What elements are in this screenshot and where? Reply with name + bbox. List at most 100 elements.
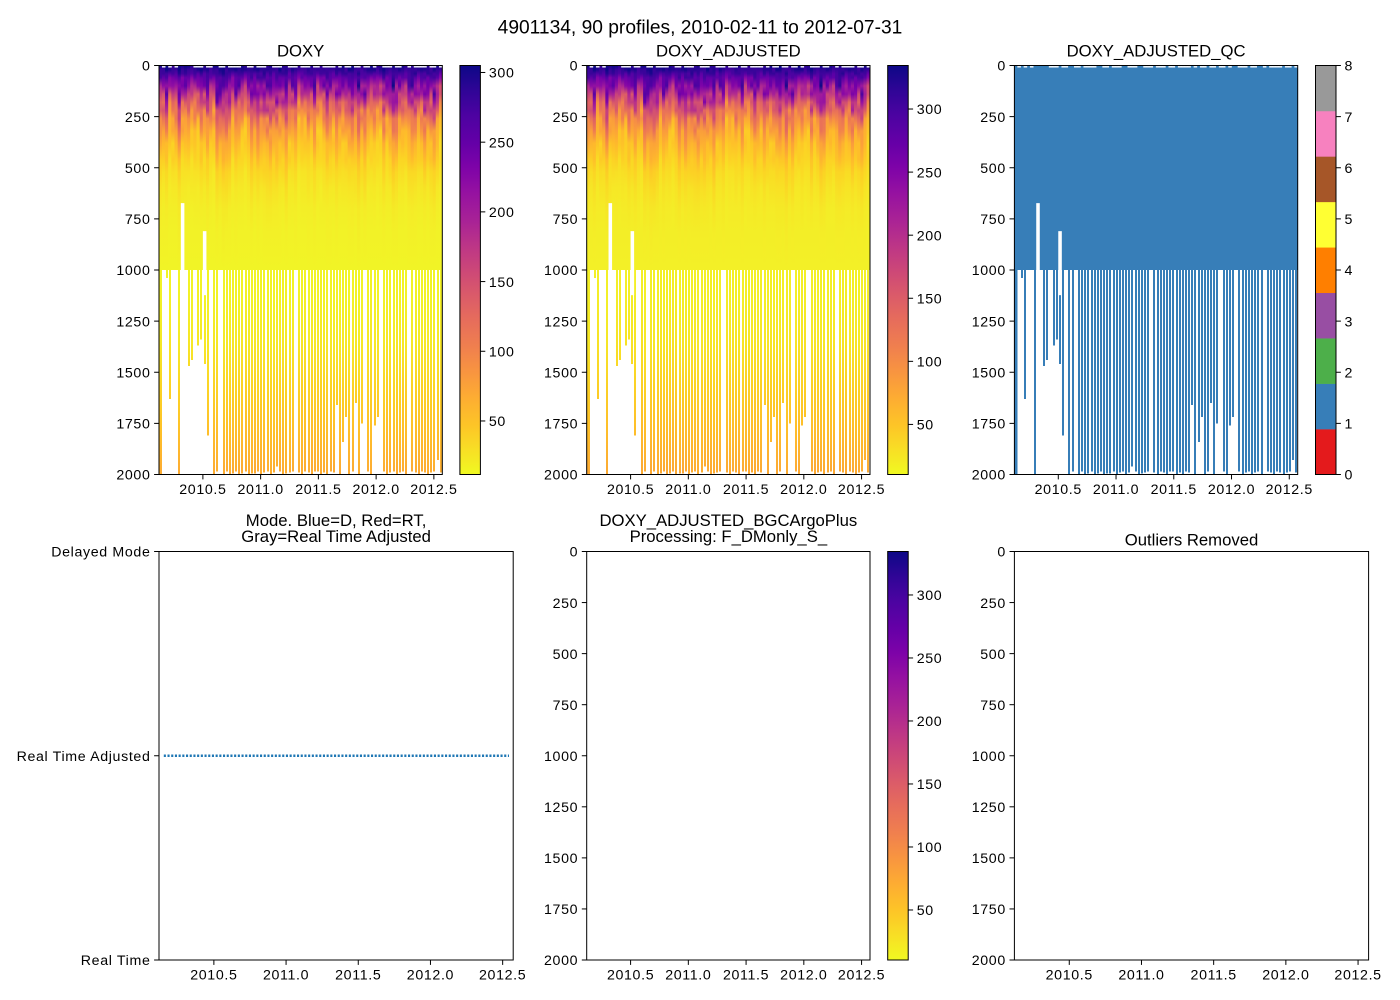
- svg-text:750: 750: [980, 698, 1006, 714]
- svg-text:200: 200: [917, 228, 943, 244]
- svg-text:Outliers Removed: Outliers Removed: [1125, 531, 1259, 550]
- svg-text:1750: 1750: [544, 417, 578, 433]
- svg-text:1000: 1000: [972, 749, 1006, 765]
- svg-text:300: 300: [917, 102, 943, 118]
- svg-text:Delayed Mode: Delayed Mode: [51, 545, 150, 561]
- svg-text:2012.5: 2012.5: [838, 482, 885, 498]
- svg-text:250: 250: [980, 596, 1006, 612]
- svg-text:2011.5: 2011.5: [295, 482, 341, 498]
- svg-text:4: 4: [1345, 263, 1354, 279]
- svg-text:100: 100: [917, 355, 943, 371]
- svg-text:1000: 1000: [544, 263, 578, 279]
- svg-text:750: 750: [980, 212, 1006, 228]
- svg-text:250: 250: [917, 165, 943, 181]
- svg-text:300: 300: [917, 588, 943, 604]
- svg-text:2000: 2000: [116, 468, 150, 484]
- svg-text:2011.0: 2011.0: [263, 968, 309, 984]
- svg-text:Real Time: Real Time: [81, 953, 151, 969]
- svg-text:2: 2: [1345, 365, 1354, 381]
- svg-text:2012.0: 2012.0: [352, 482, 399, 498]
- svg-text:2012.5: 2012.5: [479, 968, 526, 984]
- svg-text:1250: 1250: [544, 314, 578, 330]
- svg-text:100: 100: [917, 840, 943, 856]
- svg-text:2000: 2000: [972, 468, 1006, 484]
- svg-text:2012.0: 2012.0: [1208, 482, 1255, 498]
- svg-text:0: 0: [997, 545, 1006, 561]
- svg-text:1000: 1000: [544, 749, 578, 765]
- svg-text:2012.0: 2012.0: [1262, 968, 1309, 984]
- svg-text:2011.0: 2011.0: [665, 482, 711, 498]
- svg-text:0: 0: [142, 59, 151, 75]
- svg-text:4901134, 90 profiles, 2010-02-: 4901134, 90 profiles, 2010-02-11 to 2012…: [498, 18, 903, 39]
- svg-text:2011.0: 2011.0: [238, 482, 284, 498]
- svg-text:250: 250: [489, 135, 515, 151]
- svg-text:Real Time Adjusted: Real Time Adjusted: [17, 749, 151, 765]
- svg-text:150: 150: [489, 275, 515, 291]
- svg-text:2012.0: 2012.0: [407, 968, 454, 984]
- svg-text:2000: 2000: [972, 953, 1006, 969]
- svg-text:Gray=Real Time Adjusted: Gray=Real Time Adjusted: [241, 527, 431, 546]
- svg-text:200: 200: [917, 714, 943, 730]
- svg-text:DOXY: DOXY: [277, 42, 324, 61]
- svg-text:2010.5: 2010.5: [190, 968, 237, 984]
- svg-text:1500: 1500: [544, 365, 578, 381]
- svg-text:2011.5: 2011.5: [723, 482, 769, 498]
- svg-text:750: 750: [553, 698, 579, 714]
- svg-text:150: 150: [917, 777, 943, 793]
- svg-text:1500: 1500: [116, 365, 150, 381]
- svg-text:0: 0: [1345, 468, 1354, 484]
- svg-text:250: 250: [553, 596, 579, 612]
- svg-text:DOXY_ADJUSTED: DOXY_ADJUSTED: [656, 42, 801, 61]
- svg-text:500: 500: [553, 647, 579, 663]
- svg-text:250: 250: [553, 110, 579, 126]
- svg-text:1250: 1250: [544, 800, 578, 816]
- svg-text:2000: 2000: [544, 953, 578, 969]
- svg-text:250: 250: [917, 651, 943, 667]
- svg-text:2010.5: 2010.5: [607, 968, 654, 984]
- svg-text:2011.0: 2011.0: [1118, 968, 1164, 984]
- svg-text:2011.5: 2011.5: [723, 968, 769, 984]
- svg-text:2012.5: 2012.5: [838, 968, 885, 984]
- svg-text:500: 500: [980, 647, 1006, 663]
- svg-text:1500: 1500: [544, 851, 578, 867]
- svg-text:1750: 1750: [972, 902, 1006, 918]
- svg-text:0: 0: [997, 59, 1006, 75]
- svg-text:500: 500: [125, 161, 151, 177]
- svg-text:2010.5: 2010.5: [607, 482, 654, 498]
- svg-text:2012.0: 2012.0: [780, 968, 827, 984]
- svg-text:2011.5: 2011.5: [335, 968, 381, 984]
- svg-text:2011.0: 2011.0: [665, 968, 711, 984]
- svg-text:50: 50: [489, 414, 506, 430]
- svg-text:2012.5: 2012.5: [1266, 482, 1313, 498]
- svg-text:1500: 1500: [972, 851, 1006, 867]
- svg-text:2010.5: 2010.5: [1035, 482, 1082, 498]
- svg-text:250: 250: [125, 110, 151, 126]
- svg-text:3: 3: [1345, 314, 1354, 330]
- svg-text:1000: 1000: [116, 263, 150, 279]
- svg-text:0: 0: [570, 59, 579, 75]
- svg-text:100: 100: [489, 344, 515, 360]
- svg-text:500: 500: [980, 161, 1006, 177]
- svg-text:300: 300: [489, 66, 515, 82]
- svg-text:1750: 1750: [116, 417, 150, 433]
- svg-text:Processing: F_DMonly_S_: Processing: F_DMonly_S_: [630, 527, 828, 546]
- svg-text:250: 250: [980, 110, 1006, 126]
- svg-text:1500: 1500: [972, 365, 1006, 381]
- svg-text:5: 5: [1345, 212, 1354, 228]
- svg-text:750: 750: [553, 212, 579, 228]
- svg-text:2011.5: 2011.5: [1151, 482, 1197, 498]
- svg-text:2010.5: 2010.5: [1046, 968, 1093, 984]
- svg-text:Mode. Blue=D, Red=RT,: Mode. Blue=D, Red=RT,: [246, 511, 427, 530]
- svg-text:1250: 1250: [972, 800, 1006, 816]
- svg-text:50: 50: [917, 903, 934, 919]
- svg-text:0: 0: [570, 545, 579, 561]
- svg-text:DOXY_ADJUSTED_BGCArgoPlus: DOXY_ADJUSTED_BGCArgoPlus: [599, 511, 857, 530]
- svg-text:1750: 1750: [972, 417, 1006, 433]
- svg-text:150: 150: [917, 291, 943, 307]
- svg-text:7: 7: [1345, 110, 1354, 126]
- svg-text:750: 750: [125, 212, 151, 228]
- svg-text:1250: 1250: [972, 314, 1006, 330]
- svg-text:1250: 1250: [116, 314, 150, 330]
- svg-text:500: 500: [553, 161, 579, 177]
- svg-text:200: 200: [489, 205, 515, 221]
